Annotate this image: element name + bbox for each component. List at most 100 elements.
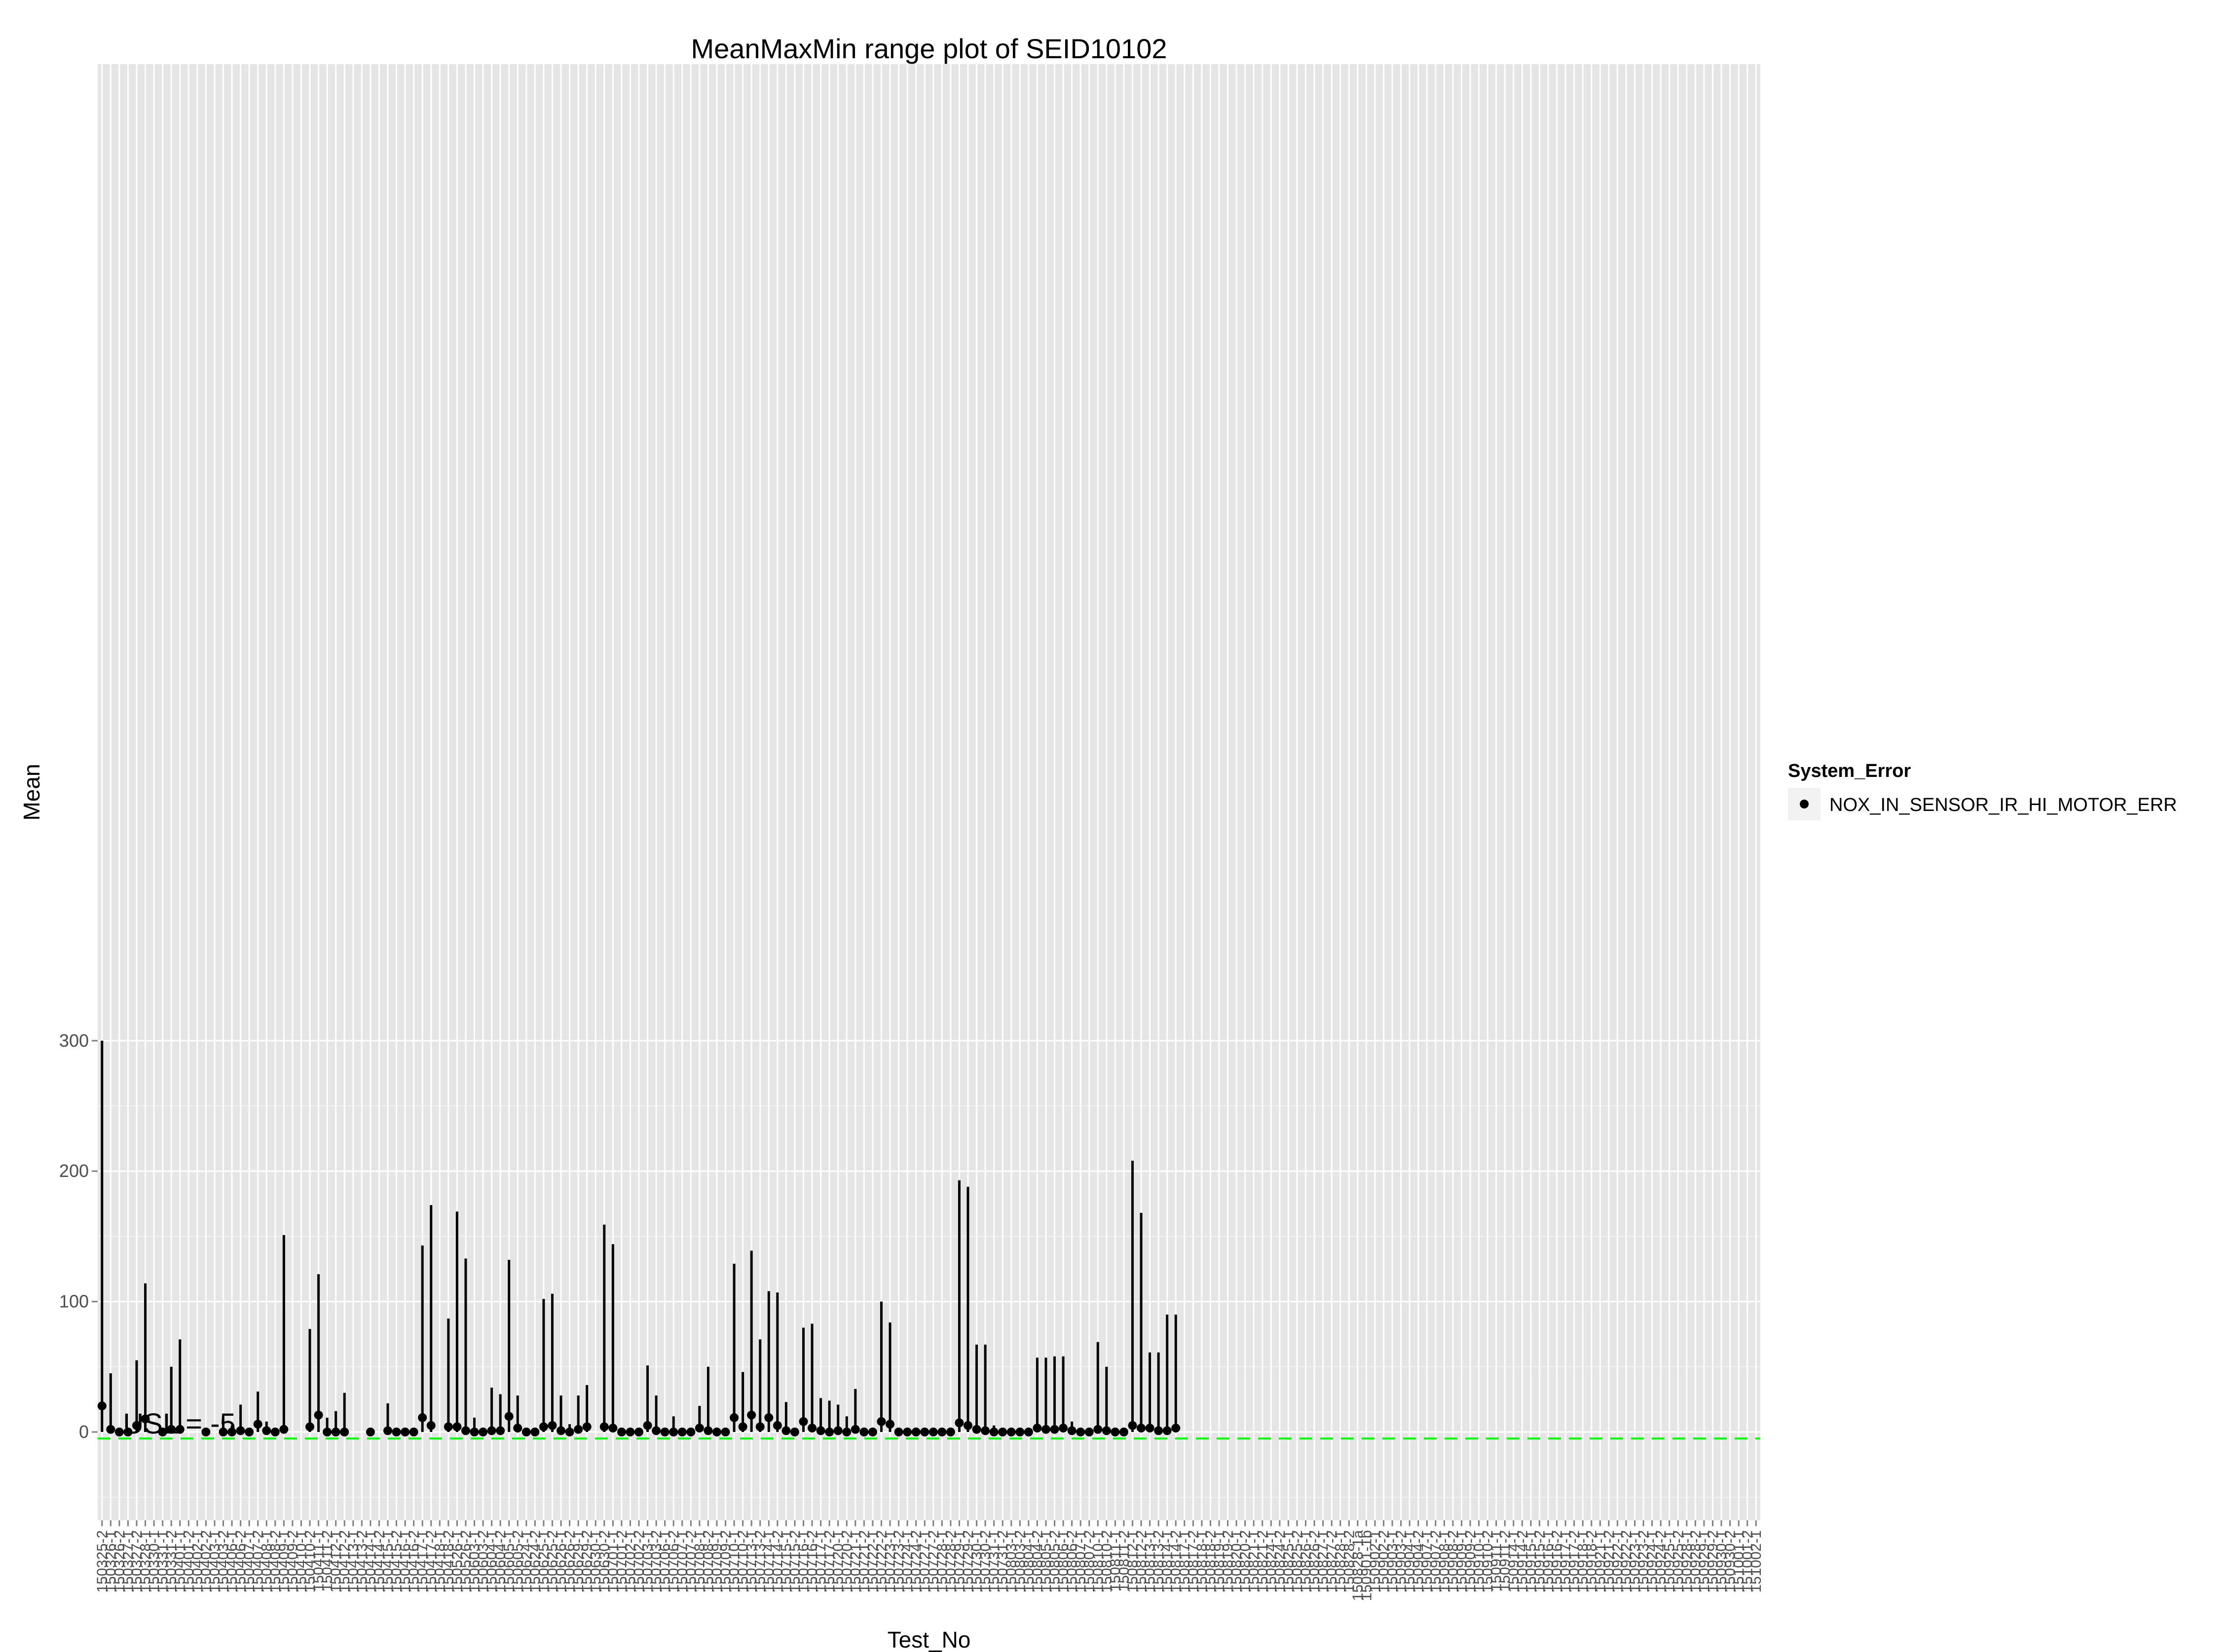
x-tick-label: 150903-1 bbox=[1384, 1530, 1401, 1593]
x-tick-label: 150909-1 bbox=[1453, 1530, 1470, 1593]
x-tick-label: 150825-2 bbox=[1289, 1530, 1305, 1593]
x-tick-label: 150729-2 bbox=[960, 1530, 976, 1593]
x-tick-label: 150410-1 bbox=[293, 1530, 309, 1593]
x-tick-label: 150603-1 bbox=[467, 1530, 483, 1593]
x-tick-label: 150930-1 bbox=[1713, 1530, 1730, 1593]
mean-point bbox=[557, 1426, 566, 1435]
x-tick-label: 150625-1 bbox=[536, 1530, 552, 1593]
x-tick-label: 150402-1 bbox=[189, 1530, 206, 1593]
y-tick-label: 200 bbox=[59, 1161, 89, 1181]
x-tick-label: 150710-1 bbox=[726, 1530, 743, 1593]
mean-point bbox=[401, 1428, 410, 1436]
x-tick-label: 150605-2 bbox=[510, 1530, 526, 1593]
x-tick-label: 150918-2 bbox=[1584, 1530, 1600, 1593]
mean-point bbox=[599, 1422, 609, 1432]
x-tick-label: 150715-1 bbox=[778, 1530, 794, 1593]
mean-point bbox=[669, 1428, 678, 1436]
x-tick-label: 150904-2 bbox=[1411, 1530, 1427, 1593]
mean-point bbox=[201, 1428, 211, 1436]
x-tick-label: 150813-1 bbox=[1142, 1530, 1158, 1593]
x-tick-label: 150630-1 bbox=[588, 1530, 604, 1593]
x-tick-label: 150717-1 bbox=[813, 1530, 829, 1593]
usl-label: USL = -5 bbox=[123, 1408, 235, 1440]
x-tick-label: 150409-2 bbox=[285, 1530, 301, 1593]
y-axis-title: Mean bbox=[19, 764, 44, 820]
x-tick-label: 150914-2 bbox=[1514, 1530, 1530, 1593]
y-tick-label: 0 bbox=[79, 1422, 89, 1442]
x-tick-label: 150408-2 bbox=[267, 1530, 284, 1593]
mean-point bbox=[617, 1428, 626, 1436]
mean-point bbox=[253, 1420, 262, 1429]
x-tick-label: 150406-1 bbox=[224, 1530, 240, 1593]
mean-point bbox=[1154, 1426, 1163, 1435]
mean-point bbox=[955, 1418, 964, 1428]
mean-point bbox=[245, 1428, 254, 1436]
x-tick-label: 150327-2 bbox=[129, 1530, 145, 1593]
chart-title: MeanMaxMin range plot of SEID10102 bbox=[691, 33, 1167, 64]
x-tick-label: 150626-2 bbox=[562, 1530, 578, 1593]
mean-point bbox=[504, 1412, 514, 1421]
x-tick-label: 150418-2 bbox=[441, 1530, 457, 1593]
y-tick-label: 100 bbox=[59, 1291, 89, 1312]
x-tick-label: 150629-2 bbox=[579, 1530, 595, 1593]
x-tick-label: 150401-1 bbox=[172, 1530, 188, 1593]
x-tick-label: 150331-2 bbox=[163, 1530, 180, 1593]
x-tick-label: 151002-1 bbox=[1748, 1530, 1764, 1593]
legend-entry: NOX_IN_SENSOR_IR_HI_MOTOR_ERR bbox=[1829, 795, 2177, 815]
x-tick-label: 150804-2 bbox=[1029, 1530, 1045, 1593]
mean-point bbox=[175, 1425, 185, 1434]
x-tick-label: 150526-1 bbox=[449, 1530, 465, 1593]
mean-point bbox=[833, 1426, 843, 1435]
mean-point bbox=[444, 1422, 453, 1432]
mean-point bbox=[539, 1422, 548, 1432]
x-tick-label: 150416-1 bbox=[397, 1530, 413, 1593]
x-tick-label: 150806-1 bbox=[1055, 1530, 1072, 1593]
x-tick-label: 150728-2 bbox=[943, 1530, 959, 1593]
mean-point bbox=[660, 1428, 669, 1436]
x-tick-label: 151001-1 bbox=[1731, 1530, 1747, 1593]
x-tick-label: 150722-1 bbox=[865, 1530, 881, 1593]
x-tick-label: 150326-2 bbox=[112, 1530, 128, 1593]
mean-point bbox=[998, 1428, 1007, 1436]
x-tick-label: 150731-1 bbox=[986, 1530, 1003, 1593]
x-tick-label: 150907-2 bbox=[1428, 1530, 1444, 1593]
x-tick-label: 150402-2 bbox=[198, 1530, 214, 1593]
x-tick-label: 150727-1 bbox=[917, 1530, 933, 1593]
x-tick-label: 150818-2 bbox=[1202, 1530, 1219, 1593]
mean-point bbox=[479, 1428, 488, 1436]
mean-point bbox=[868, 1428, 877, 1436]
x-tick-label: 150526-2 bbox=[458, 1530, 474, 1593]
mean-point bbox=[392, 1428, 401, 1436]
x-tick-label: 150717-2 bbox=[821, 1530, 838, 1593]
x-tick-label: 150716-2 bbox=[804, 1530, 820, 1593]
x-tick-label: 150821-1 bbox=[1246, 1530, 1262, 1593]
x-tick-label: 150713-2 bbox=[752, 1530, 769, 1593]
x-tick-label: 150403-1 bbox=[207, 1530, 223, 1593]
x-tick-label: 150812-2 bbox=[1133, 1530, 1150, 1593]
x-tick-label: 150626-1 bbox=[553, 1530, 569, 1593]
mean-point bbox=[114, 1428, 124, 1436]
mean-point bbox=[1102, 1426, 1111, 1435]
x-tick-label: 150803-1 bbox=[1004, 1530, 1020, 1593]
x-tick-label: 150714-2 bbox=[770, 1530, 786, 1593]
mean-point bbox=[721, 1428, 730, 1436]
x-tick-label: 150828-1a bbox=[1350, 1530, 1366, 1601]
mean-point bbox=[755, 1422, 765, 1432]
mean-point bbox=[911, 1428, 921, 1436]
x-tick-label: 150916-2 bbox=[1549, 1530, 1565, 1593]
legend: System_Error NOX_IN_SENSOR_IR_HI_MOTOR_E… bbox=[1788, 761, 2177, 820]
mean-point bbox=[989, 1428, 999, 1436]
mean-point bbox=[270, 1428, 280, 1436]
x-tick-label: 150326-1 bbox=[103, 1530, 119, 1593]
mean-point bbox=[877, 1417, 886, 1426]
mean-point bbox=[816, 1426, 825, 1435]
mean-point bbox=[1084, 1428, 1094, 1436]
x-tick-label: 150701-2 bbox=[614, 1530, 630, 1593]
mean-point bbox=[461, 1426, 470, 1435]
x-tick-label: 150413-2 bbox=[354, 1530, 370, 1593]
mean-point bbox=[981, 1426, 990, 1435]
x-tick-label: 150925-2 bbox=[1670, 1530, 1686, 1593]
x-tick-label: 150812-1 bbox=[1124, 1530, 1141, 1593]
mean-point bbox=[323, 1428, 332, 1436]
